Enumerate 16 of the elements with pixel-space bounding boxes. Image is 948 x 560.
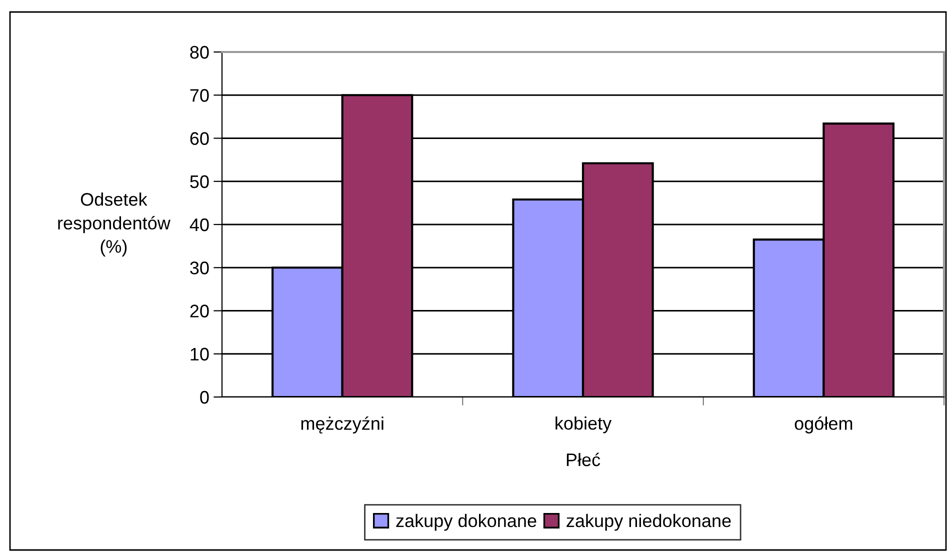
y-axis-title: Odsetek respondentów (%): [58, 192, 170, 256]
y-tick-label: 30: [190, 262, 209, 274]
y-tick-label: 20: [190, 304, 209, 318]
y-tick-label: 60: [190, 132, 209, 145]
y-tick-label: 80: [190, 46, 209, 59]
x-tick-label: kobiety: [556, 416, 612, 434]
y-tick-label: 10: [190, 348, 209, 361]
y-tick-label: 0: [200, 390, 209, 404]
y-tick-label: 40: [190, 218, 209, 232]
x-axis-title: Płeć: [566, 452, 600, 466]
x-tick-label: mężczyźni: [301, 416, 384, 434]
x-tick-label: ogółem: [794, 416, 852, 434]
y-tick-label: 50: [190, 175, 209, 188]
legend-label: zakupy dokonane: [396, 514, 536, 531]
legend-label: zakupy niedokonane: [566, 514, 731, 531]
y-tick-label: 70: [190, 89, 209, 102]
